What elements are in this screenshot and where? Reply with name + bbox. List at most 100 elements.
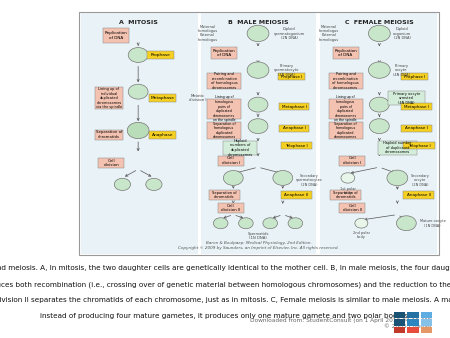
Bar [207, 99, 241, 119]
Text: Telophase I: Telophase I [408, 144, 430, 148]
Text: Secondary
oocyte
(2N DNA): Secondary oocyte (2N DNA) [411, 174, 430, 187]
Text: Primary
oocyte
(4N DNA): Primary oocyte (4N DNA) [393, 64, 410, 77]
Text: Anaphase II: Anaphase II [407, 193, 431, 197]
Circle shape [247, 62, 269, 78]
Text: Diploid
spermatogonium
(2N DNA): Diploid spermatogonium (2N DNA) [274, 27, 305, 40]
Circle shape [223, 170, 243, 185]
Bar [149, 131, 176, 139]
Text: 1st polar
body: 1st polar body [340, 187, 356, 195]
Text: Cell
division: Cell division [104, 159, 119, 167]
Text: Primary oocyte
arrested
(4N DNA): Primary oocyte arrested (4N DNA) [393, 92, 420, 105]
Text: Haploid
numbers of
duplicated
chromosomes: Haploid numbers of duplicated chromosome… [227, 139, 252, 156]
Bar [281, 142, 312, 149]
Bar [103, 28, 129, 43]
Text: Primary
spermatocyte
(4N DNA): Primary spermatocyte (4N DNA) [274, 64, 299, 77]
Bar [147, 51, 174, 59]
Bar [328, 99, 363, 119]
Bar [223, 141, 257, 155]
Text: Meiotic
division I: Meiotic division I [189, 94, 206, 102]
Circle shape [273, 170, 292, 185]
Text: Downloaded from: StudentConsult (on 1 April 2010 04:19 AM)
© 2005 Elsevier: Downloaded from: StudentConsult (on 1 Ap… [250, 318, 432, 329]
Circle shape [369, 25, 390, 42]
Text: Metaphase: Metaphase [151, 96, 175, 100]
Circle shape [369, 62, 390, 78]
Text: Anaphase II: Anaphase II [284, 193, 308, 197]
Bar [394, 327, 405, 333]
Circle shape [248, 97, 268, 112]
Circle shape [248, 119, 268, 134]
Text: Cell
division I: Cell division I [222, 156, 240, 165]
Circle shape [146, 178, 162, 191]
Circle shape [128, 84, 148, 99]
Text: Prophase: Prophase [151, 53, 171, 57]
Bar [378, 141, 417, 155]
Text: Haploid number
of duplicated
chromosomes: Haploid number of duplicated chromosomes [383, 141, 412, 154]
Bar [211, 47, 237, 59]
Text: B  MALE MEIOSIS: B MALE MEIOSIS [228, 21, 288, 25]
Text: Figure 53-1 Mitosis and meiosis. A, In mitosis, the two daughter cells are genet: Figure 53-1 Mitosis and meiosis. A, In m… [0, 265, 450, 271]
Text: Separation of
chromatids: Separation of chromatids [333, 191, 358, 199]
Circle shape [127, 122, 149, 139]
Bar [328, 73, 363, 89]
Text: chromosomes. Cell division II separates the chromatids of each chromosome, just : chromosomes. Cell division II separates … [0, 297, 450, 303]
Text: Separation of
homologous
duplicated
chromosomes: Separation of homologous duplicated chro… [334, 122, 357, 139]
Text: Pairing and
recombination
of homologous
chromosomes: Pairing and recombination of homologous … [211, 72, 238, 90]
Bar [278, 73, 305, 80]
Bar [394, 312, 405, 318]
Circle shape [341, 173, 355, 183]
Text: Diploid
oogonium
(2N DNA): Diploid oogonium (2N DNA) [393, 27, 411, 40]
Bar [320, 13, 437, 254]
Bar [209, 190, 240, 200]
Bar [404, 191, 434, 199]
Text: Cell division I produces both recombination (i.e., crossing over of genetic mate: Cell division I produces both recombinat… [0, 281, 450, 288]
Text: Paternal
homologus: Paternal homologus [319, 33, 339, 42]
Bar [421, 312, 432, 318]
Bar [218, 155, 244, 166]
Text: Separation of
homologous
duplicated
chromosomes: Separation of homologous duplicated chro… [213, 122, 236, 139]
Text: Replication
of DNA: Replication of DNA [334, 49, 357, 57]
Text: Lining up of
individual
duplicated
chromosomes
via the spindle: Lining up of individual duplicated chrom… [96, 87, 122, 109]
Bar [421, 319, 432, 325]
Text: Separation of
chromatids: Separation of chromatids [212, 191, 237, 199]
Bar [94, 87, 123, 109]
Bar [81, 13, 198, 254]
Circle shape [247, 25, 269, 42]
Text: A  MITOSIS: A MITOSIS [119, 21, 158, 25]
Text: Cell
division I: Cell division I [343, 156, 361, 165]
Text: Prophase I: Prophase I [281, 75, 302, 78]
Text: Cell
division II: Cell division II [343, 204, 362, 212]
Bar [333, 47, 359, 59]
Bar [79, 12, 439, 255]
Text: Separation of
chromatids: Separation of chromatids [96, 130, 122, 139]
Text: Cell
division II: Cell division II [221, 204, 241, 212]
Text: Pairing and
recombination
of homologous
chromosomes: Pairing and recombination of homologous … [332, 72, 359, 90]
Bar [218, 203, 244, 213]
Text: Metaphase I: Metaphase I [404, 105, 429, 109]
Text: Paternal
homologus: Paternal homologus [198, 33, 217, 42]
Bar [339, 203, 365, 213]
Circle shape [114, 178, 130, 191]
Circle shape [369, 97, 389, 112]
Bar [407, 319, 419, 325]
Circle shape [238, 218, 253, 229]
Text: Replication
of DNA: Replication of DNA [213, 49, 236, 57]
Circle shape [288, 218, 303, 229]
Circle shape [263, 218, 278, 229]
Bar [394, 319, 405, 325]
Circle shape [128, 48, 148, 63]
Bar [421, 327, 432, 333]
Text: Maternal
homologus: Maternal homologus [319, 25, 339, 33]
Bar [207, 122, 241, 139]
Bar [149, 94, 176, 102]
Text: C  FEMALE MEIOSIS: C FEMALE MEIOSIS [345, 21, 414, 25]
Bar [279, 103, 309, 111]
Bar [400, 103, 432, 111]
Text: Replication
of DNA: Replication of DNA [104, 31, 127, 40]
Bar [98, 158, 124, 168]
Text: 2nd polar
body: 2nd polar body [353, 231, 370, 239]
Text: Maternal
homologus: Maternal homologus [198, 25, 217, 33]
Text: Lining up of
homologous
pairs of
duplicated
chromosomes
on the spindle: Lining up of homologous pairs of duplica… [334, 95, 357, 122]
Text: Anaphase I: Anaphase I [405, 126, 428, 130]
Text: Secondary
spermatocytes
(2N DNA): Secondary spermatocytes (2N DNA) [296, 174, 323, 187]
Bar [403, 142, 435, 149]
